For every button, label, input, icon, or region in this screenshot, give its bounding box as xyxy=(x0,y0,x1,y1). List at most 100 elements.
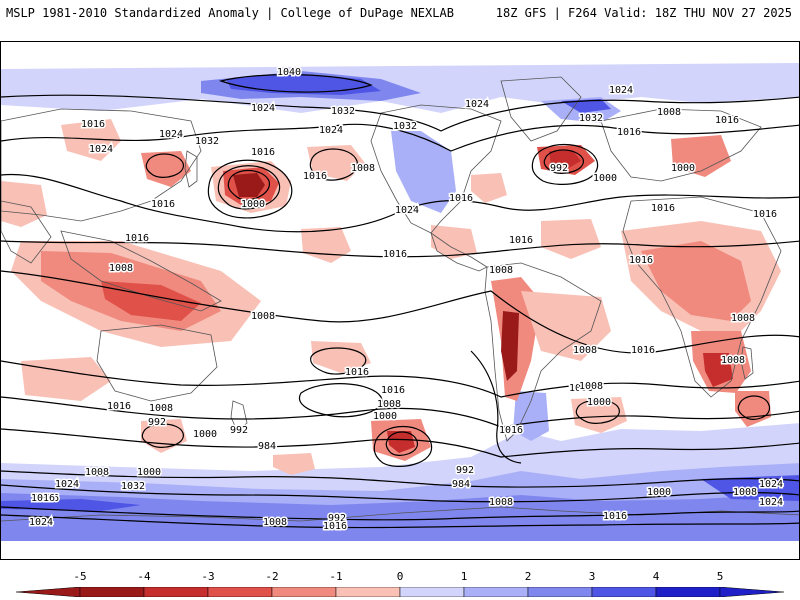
isobar-atlantic-low-ring-1 xyxy=(543,149,584,174)
isobar-labels: 1040 1024 1032 1024 1032 1024 1024 1032 1016 1008… xyxy=(27,66,784,534)
shading-australia-south xyxy=(21,357,111,401)
colorbar-tick-label: 0 xyxy=(396,570,404,583)
isobar-label: 984 xyxy=(452,479,470,490)
isobar-label: 992 xyxy=(456,465,474,476)
isobar-label: 1016 xyxy=(509,235,533,246)
isobar-1008-south-tropics xyxy=(1,270,799,354)
colorbar-gradient xyxy=(15,587,785,597)
isobar-label: 1016 xyxy=(499,425,523,436)
shading-north-america-positive xyxy=(391,131,456,213)
isobar-1016-antarctic xyxy=(1,506,799,521)
coastline-north-america xyxy=(370,104,502,234)
isobar-label: 1008 xyxy=(149,403,173,414)
shading-north-atlantic-positive-core xyxy=(561,99,611,113)
coastline-central-america xyxy=(430,231,488,272)
map-canvas: 1040 1024 1032 1024 1032 1024 1024 1032 1016 1008… xyxy=(1,63,799,541)
isobar-label: 1024 xyxy=(395,205,419,216)
isobar-label: 1008 xyxy=(733,487,757,498)
colorbar-segment xyxy=(79,587,145,597)
shading-north-atlantic-africa-coast xyxy=(471,173,507,203)
isobar-label: 1016 xyxy=(715,115,739,126)
colorbar-segment xyxy=(527,587,593,597)
colorbar-segment xyxy=(207,587,273,597)
isobar-atlantic-low-ring-2 xyxy=(531,143,599,185)
isobar-label: 1016 xyxy=(631,345,655,356)
shading-southeast-pacific xyxy=(273,453,315,475)
isobar-label: 1024 xyxy=(759,479,783,490)
isobar-mid-pacific-ring xyxy=(310,347,367,375)
coastline-europe xyxy=(600,108,762,182)
isobar-label: 1024 xyxy=(159,129,183,140)
isobar-label: 1024 xyxy=(55,479,79,490)
isobar-label: 1008 xyxy=(731,313,755,324)
isobar-label: 1016 xyxy=(381,385,405,396)
isobar-label: 1016 xyxy=(35,493,59,504)
isobar-label: 1008 xyxy=(579,381,603,392)
colorbar-tick-label: 4 xyxy=(652,570,660,583)
isobar-label: 1016 xyxy=(251,147,275,158)
shading-south-america-andes-core xyxy=(501,311,519,381)
isobar-label: 1008 xyxy=(573,345,597,356)
colorbar: -5 -4 -3 -2 -1 0 1 2 3 4 5 xyxy=(0,570,800,600)
isobar-label: 1016 xyxy=(629,255,653,266)
colorbar-segment xyxy=(719,587,785,597)
map-title: MSLP 1981-2010 Standardized Anomaly | Co… xyxy=(6,6,454,20)
isobar-label: 1024 xyxy=(89,144,113,155)
isobar-contours xyxy=(1,74,799,529)
isobar-label: 1008 xyxy=(593,173,617,184)
isobar-label: 1000 xyxy=(671,163,695,174)
colorbar-segment xyxy=(15,587,81,597)
coastline-asia xyxy=(1,108,202,222)
isobar-label: 1024 xyxy=(29,517,53,528)
shading-north-atlantic-low-core xyxy=(549,151,581,169)
isobar-label: 992 xyxy=(230,425,248,436)
isobar-label: 1008 xyxy=(657,107,681,118)
isobar-label: 1016 xyxy=(651,203,675,214)
shading-south-america-east-positive xyxy=(513,391,549,441)
isobar-label: 1032 xyxy=(331,106,355,117)
colorbar-tick-label: -1 xyxy=(329,570,343,583)
isobar-south-pacific-ring-2 xyxy=(298,383,383,418)
isobar-pacific-low-ring-1 xyxy=(227,169,270,201)
isobar-label: 1008 xyxy=(569,383,593,394)
isobar-1000-south xyxy=(1,428,799,458)
isobar-label: 1008 xyxy=(351,163,375,174)
shading-east-asia-low xyxy=(141,151,191,187)
isobar-east-asia-ring xyxy=(145,153,184,178)
isobar-label: 1008 xyxy=(489,497,513,508)
colorbar-segment xyxy=(143,587,209,597)
isobar-label: 1016 xyxy=(603,511,627,522)
isobar-label: 992 xyxy=(328,513,346,524)
isobar-label: 984 xyxy=(258,441,276,452)
isobar-label: 1008 xyxy=(251,311,275,322)
isobar-label: 1016 xyxy=(151,199,175,210)
isobar-992-south xyxy=(1,484,799,503)
colorbar-segment xyxy=(399,587,465,597)
isobar-label: 1008 xyxy=(109,263,133,274)
isobar-label: 1000 xyxy=(587,397,611,408)
shading-central-atlantic xyxy=(541,219,601,259)
isobar-1016-south xyxy=(1,360,799,398)
shading-south-atlantic-low xyxy=(571,397,627,433)
isobar-label: 1016 xyxy=(303,171,327,182)
isobar-label: 1000 xyxy=(593,173,617,184)
isobar-pacific-low-ring-3 xyxy=(207,159,293,219)
isobar-label: 1032 xyxy=(195,136,219,147)
colorbar-tick-label: 2 xyxy=(524,570,532,583)
isobar-label: 1032 xyxy=(393,121,417,132)
coastline-greenland xyxy=(500,76,582,142)
model-run-valid-time: 18Z GFS | F264 Valid: 18Z THU NOV 27 202… xyxy=(495,6,792,20)
isobar-label: 1016 xyxy=(753,209,777,220)
isobar-label: 1000 xyxy=(373,411,397,422)
colorbar-tick-label: 3 xyxy=(588,570,596,583)
coastline-south-america xyxy=(484,262,602,442)
shading-south-pacific-low-core xyxy=(387,431,415,453)
isobar-label: 1032 xyxy=(121,481,145,492)
isobar-label: 1000 xyxy=(193,429,217,440)
isobar-arctic-1040 xyxy=(218,74,373,93)
isobar-south-america-ridge xyxy=(470,350,522,464)
isobar-1024-antarctic xyxy=(1,514,799,529)
isobar-label: 1008 xyxy=(263,517,287,528)
isobar-label: 1008 xyxy=(489,265,513,276)
isobar-1016-tropics xyxy=(1,240,799,258)
